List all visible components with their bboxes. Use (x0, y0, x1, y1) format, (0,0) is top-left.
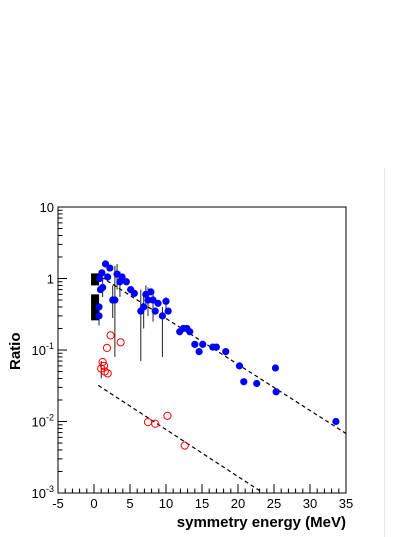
data-point-filled (195, 347, 203, 356)
data-point-filled (95, 312, 103, 320)
data-point-filled (332, 417, 340, 426)
x-tick-label: 10 (159, 496, 173, 511)
data-point-filled (186, 328, 194, 336)
y-axis-title: Ratio (7, 333, 24, 371)
error-bars (98, 263, 167, 379)
data-point-filled (164, 307, 172, 315)
data-point-filled (271, 364, 280, 372)
data-point-filled (199, 340, 207, 348)
open-markers (97, 331, 189, 450)
data-point-filled (99, 283, 107, 292)
data-point-open (151, 419, 160, 428)
page-edge-line (384, 168, 385, 537)
filled-markers (95, 260, 340, 426)
data-point-open (116, 338, 125, 347)
data-point-filled (191, 340, 199, 348)
y-tick-label: 10 (40, 200, 54, 215)
data-point-filled (144, 296, 152, 304)
data-point-filled (154, 299, 162, 307)
data-point-filled (147, 288, 155, 296)
data-point-filled (253, 379, 261, 388)
data-point-filled (212, 343, 220, 351)
data-point-filled (151, 307, 159, 315)
y-tick-label: 10-1 (32, 341, 54, 358)
x-tick-label: 20 (231, 496, 245, 511)
data-point-open (102, 343, 112, 352)
fit-lines (97, 276, 347, 494)
data-point-open (98, 357, 107, 367)
x-tick-label: 30 (303, 496, 317, 511)
data-point-filled (235, 362, 244, 370)
x-tick-label: 15 (195, 496, 209, 511)
x-axis-title: symmetry energy (MeV) (177, 514, 346, 531)
systematic-bands (91, 273, 100, 321)
fit-line (97, 384, 264, 494)
x-tick-label: 0 (90, 496, 97, 511)
x-tick-label: 35 (339, 496, 353, 511)
x-tick-label: 5 (126, 496, 133, 511)
data-point-filled (98, 269, 106, 277)
data-point-filled (162, 297, 170, 305)
x-tick-label: 25 (267, 496, 281, 511)
y-tick-label: 1 (47, 272, 54, 287)
data-point-filled (95, 303, 103, 311)
data-point-filled (130, 289, 138, 297)
data-point-open (143, 418, 153, 427)
data-point-open (180, 441, 189, 450)
data-point-filled (122, 278, 130, 286)
data-point-open (106, 331, 115, 340)
y-axis-ticks: 10-3 10-2 10-1 1 10 (32, 200, 67, 501)
data-point-filled (272, 388, 280, 396)
y-tick-label: 10-3 (32, 484, 54, 501)
data-point-open (99, 361, 109, 370)
x-tick-label: -5 (52, 496, 64, 511)
data-point-open (163, 411, 172, 420)
fit-line (100, 276, 347, 434)
data-point-filled (240, 378, 248, 386)
y-tick-label: 10-2 (32, 413, 54, 430)
data-point-filled (222, 347, 230, 356)
data-point-filled (118, 273, 126, 281)
data-point-open (103, 369, 112, 378)
x-axis-ticks: -5 0 5 10 15 20 25 30 35 (52, 484, 353, 511)
data-point-filled (106, 264, 114, 272)
data-point-filled (96, 274, 104, 283)
data-point-filled (140, 303, 148, 311)
data-point-filled (111, 296, 119, 304)
data-point-filled (104, 273, 112, 281)
systematic-band (91, 294, 100, 321)
data-point-filled (158, 312, 166, 320)
systematic-band (91, 273, 100, 286)
